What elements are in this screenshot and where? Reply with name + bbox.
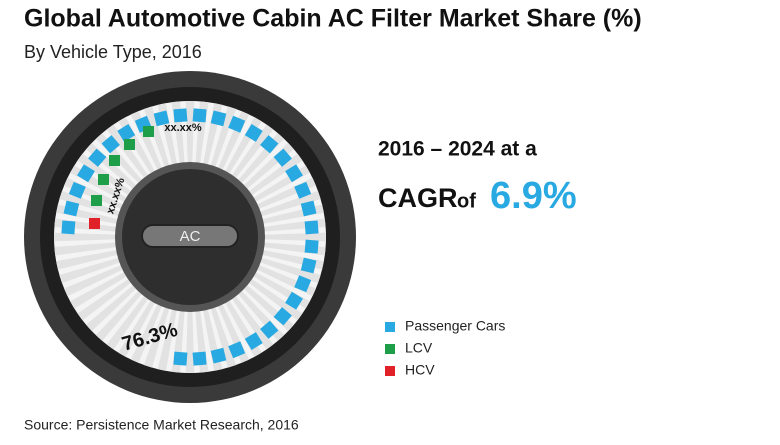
share-square [63, 200, 80, 217]
share-square [210, 110, 227, 127]
cagr-prefix: CAGR [378, 183, 458, 213]
data-label: xx.xx% [164, 122, 202, 134]
share-arc [61, 108, 319, 366]
share-square [68, 181, 86, 199]
share-square [304, 239, 319, 254]
legend-swatch [385, 344, 395, 354]
legend-label: LCV [405, 340, 433, 356]
share-square [273, 148, 292, 167]
legend: Passenger Cars LCV HCV [385, 318, 505, 378]
inner-segment-squares [89, 126, 154, 229]
share-square [61, 220, 76, 235]
legend-swatch [385, 366, 395, 376]
share-square [300, 257, 317, 274]
legend-swatch [385, 322, 395, 332]
share-square [153, 110, 170, 127]
legend-label: HCV [405, 362, 435, 378]
share-square [244, 124, 263, 142]
lcv-square [91, 195, 102, 206]
share-square [192, 351, 207, 366]
cagr-of: of [457, 190, 476, 212]
share-square [244, 332, 263, 350]
legend-label: Passenger Cars [405, 318, 505, 334]
share-square [260, 135, 279, 154]
lcv-square [98, 174, 109, 185]
share-square [285, 291, 303, 310]
cagr-period: 2016 – 2024 at a [378, 138, 537, 161]
source: Source: Persistence Market Research, 201… [24, 417, 299, 433]
share-square [304, 220, 319, 235]
share-square [173, 351, 188, 366]
lcv-square [143, 126, 154, 137]
lcv-square [124, 139, 135, 150]
chart-subtitle: By Vehicle Type, 2016 [24, 42, 202, 62]
share-square [210, 347, 227, 364]
cagr-value: 6.9% [490, 175, 577, 217]
share-square [77, 164, 95, 183]
share-square [88, 148, 107, 167]
share-square [260, 320, 279, 339]
share-square [101, 135, 120, 154]
knob-slot [141, 224, 239, 248]
share-square [300, 200, 317, 217]
center-label: AC [180, 228, 201, 245]
lcv-square [109, 155, 120, 166]
share-square [228, 341, 246, 359]
share-square [117, 124, 136, 142]
share-square [294, 181, 312, 199]
share-square [273, 307, 292, 326]
share-square [228, 115, 246, 133]
share-square [192, 108, 207, 123]
chart-title: Global Automotive Cabin AC Filter Market… [24, 5, 642, 33]
share-square [173, 108, 188, 123]
dial-marks [61, 108, 319, 366]
hcv-square [89, 218, 100, 229]
share-square [294, 275, 312, 293]
share-square [285, 164, 303, 183]
